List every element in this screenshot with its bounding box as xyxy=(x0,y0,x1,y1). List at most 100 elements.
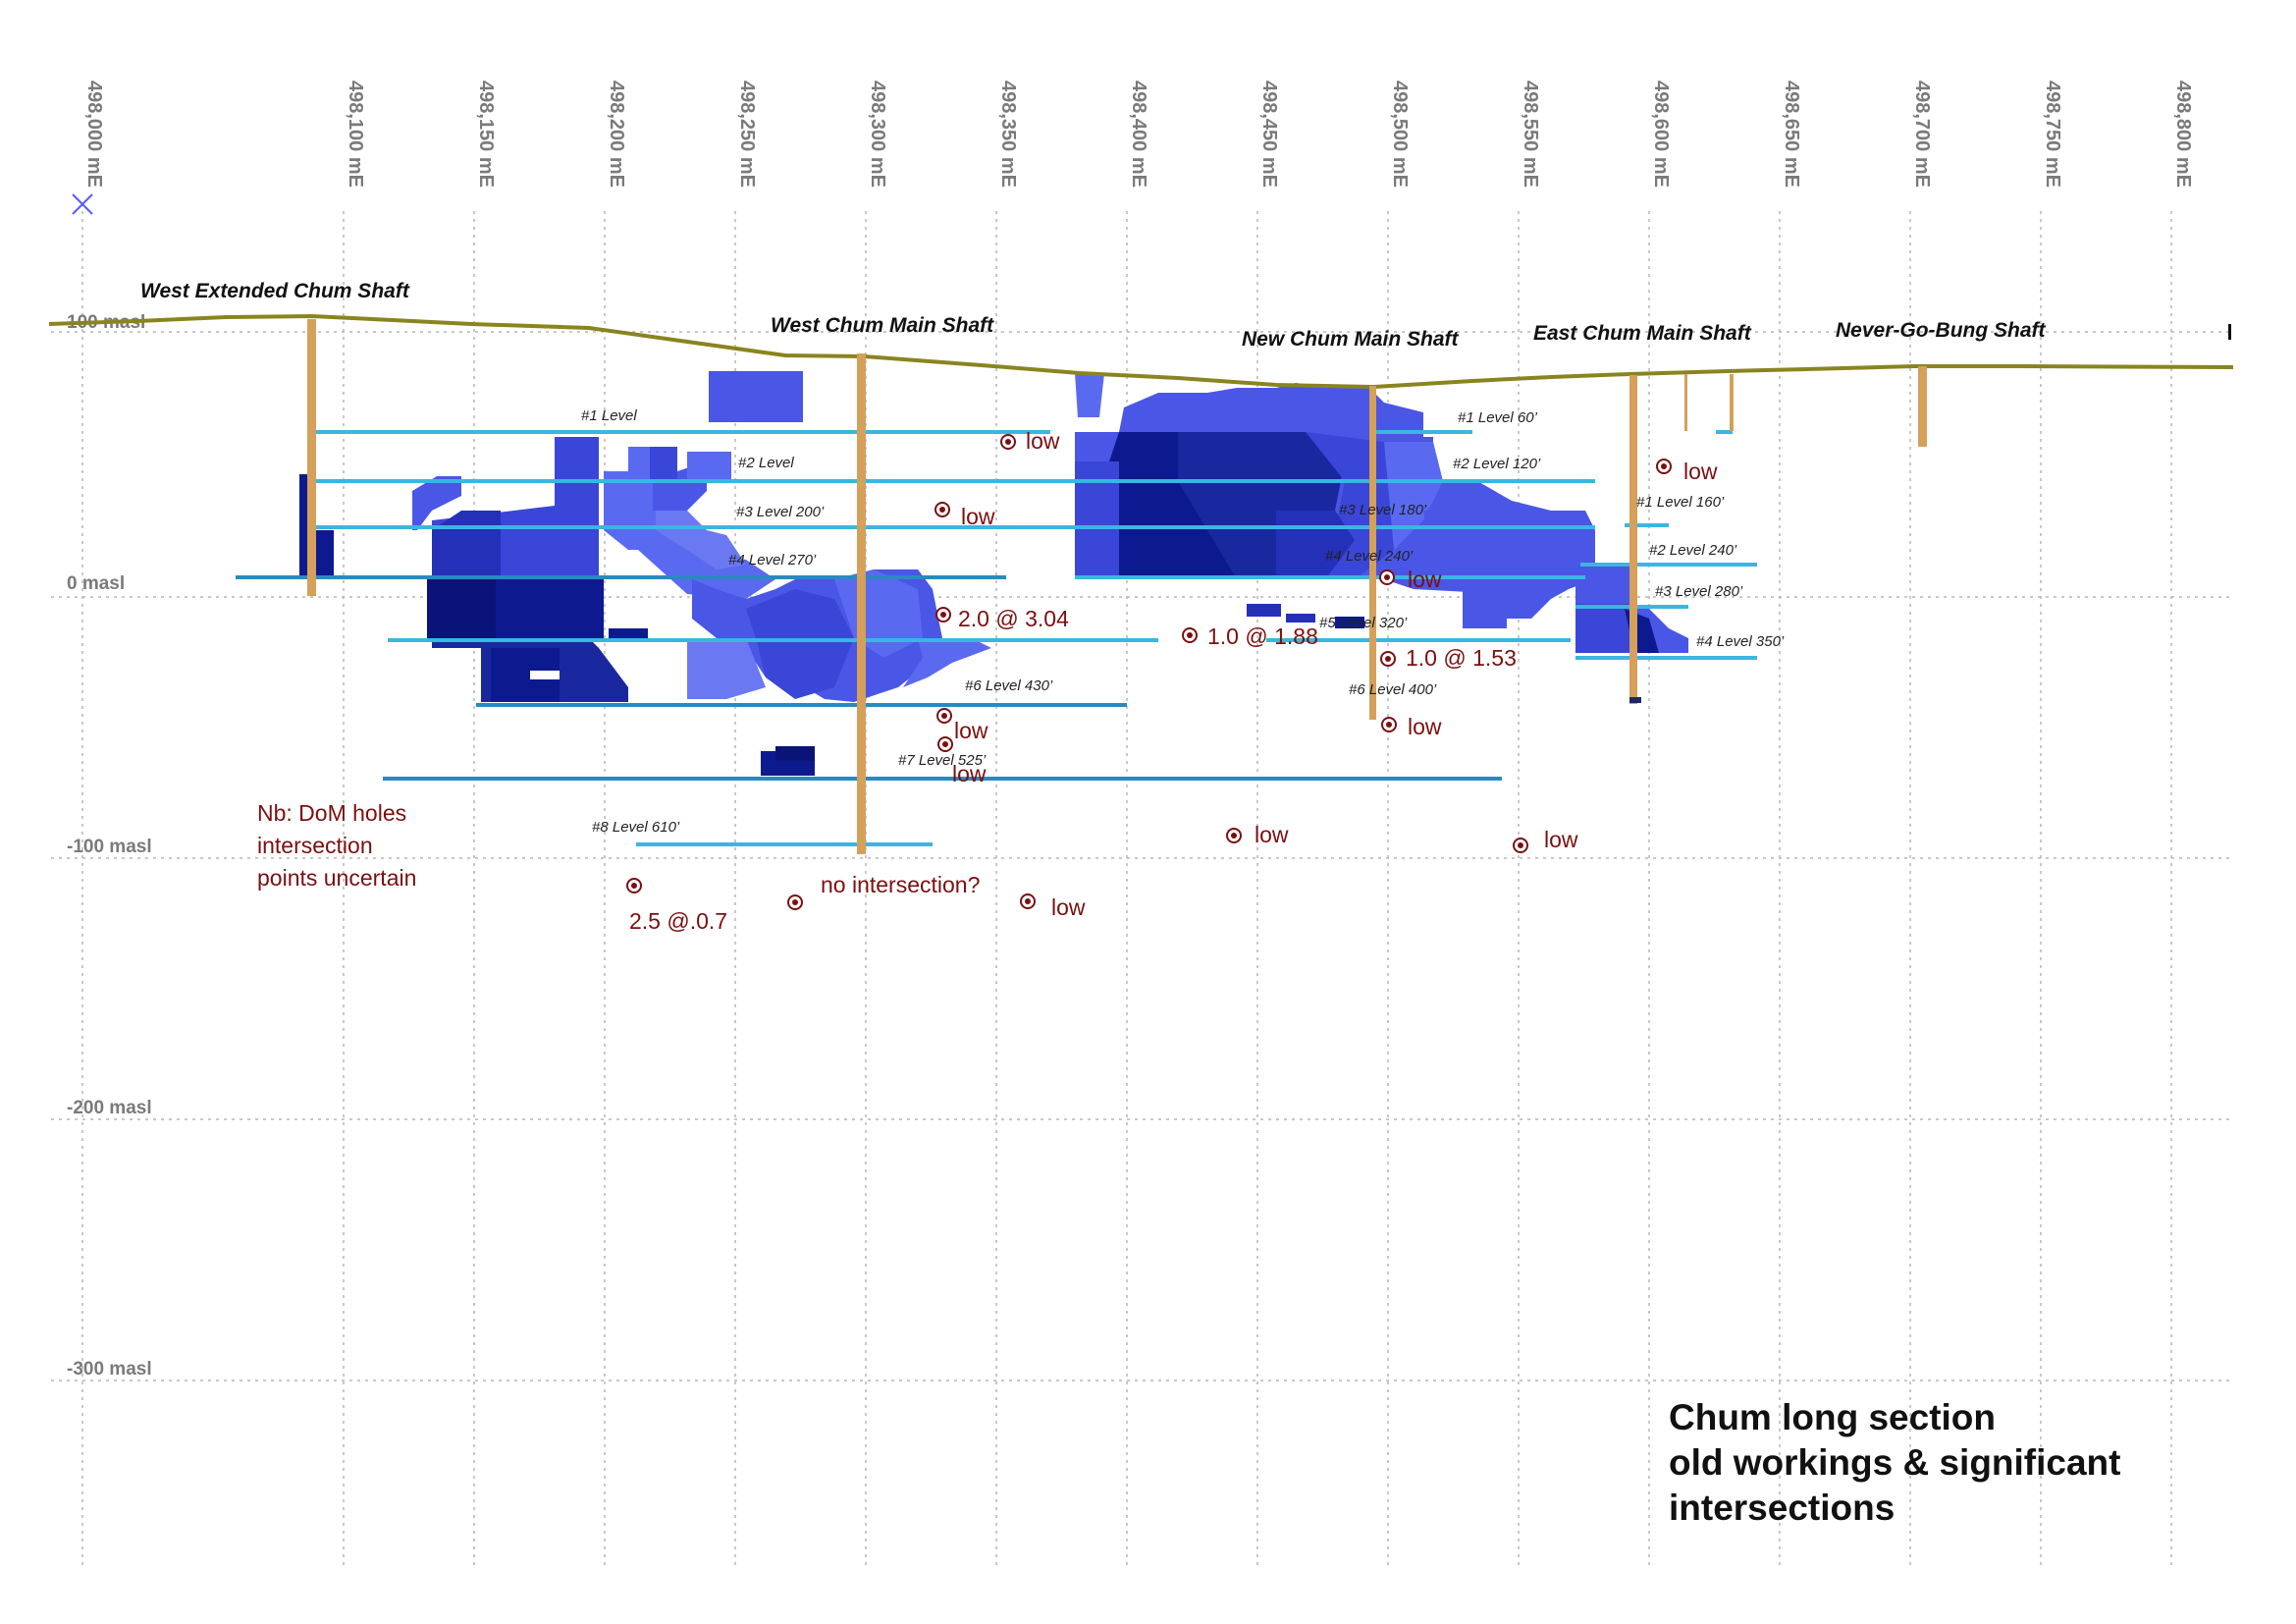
shaft-labels: West Extended Chum Shaft West Chum Main … xyxy=(140,280,2047,351)
drillhole-marker-icon xyxy=(787,894,803,910)
stope xyxy=(1286,614,1315,623)
easting-label: 498,150 mE xyxy=(475,81,497,188)
stope xyxy=(432,511,501,589)
stope xyxy=(491,648,560,702)
drillhole-marker-icon xyxy=(1656,459,1672,474)
elevation-labels: 100 masl 0 masl -100 masl -200 masl -300… xyxy=(67,312,152,1380)
intersection-label: 2.5 @.0.7 xyxy=(629,908,727,934)
drillhole-marker-icon xyxy=(1226,828,1242,843)
shaft-label: West Extended Chum Shaft xyxy=(140,280,410,302)
intersection-label: low xyxy=(952,761,987,786)
intersection-label: low xyxy=(1026,428,1060,454)
shaft-label: West Chum Main Shaft xyxy=(771,314,994,337)
level-label: #4 Level 350’ xyxy=(1696,633,1785,650)
surface-profile xyxy=(48,313,2234,390)
stope xyxy=(650,447,677,481)
elevation-label: 0 masl xyxy=(67,573,125,594)
drillhole-marker-icon xyxy=(1381,717,1397,732)
stope xyxy=(1335,617,1364,628)
drillhole-marker-icon xyxy=(1513,838,1528,853)
level-label: #8 Level 610’ xyxy=(592,819,680,836)
level-label: #4 Level 270’ xyxy=(728,552,817,568)
drillhole-marker-icon xyxy=(1380,651,1396,667)
uncertainty-note: Nb: DoM holes intersection points uncert… xyxy=(257,800,416,891)
intersection-label: low xyxy=(1544,827,1578,852)
stope xyxy=(709,371,803,422)
stope xyxy=(530,671,560,679)
level-label: #6 Level 400’ xyxy=(1349,681,1437,698)
level-label: #1 Level 60’ xyxy=(1458,409,1538,426)
intersection-labels: low low 2.0 @ 3.04 low low 1.0 @ 1.88 lo… xyxy=(629,428,1718,934)
intersection-label: low xyxy=(1408,567,1442,592)
easting-label: 498,350 mE xyxy=(997,81,1019,188)
easting-label: 498,600 mE xyxy=(1650,81,1672,188)
stope xyxy=(1247,604,1281,617)
stope xyxy=(903,638,991,687)
easting-label: 498,650 mE xyxy=(1781,81,1802,188)
cropped-label-mark xyxy=(2228,324,2231,340)
stope xyxy=(1463,589,1507,628)
drillhole-marker-icon xyxy=(1000,434,1016,450)
drillhole-marker-icon xyxy=(1020,893,1036,909)
shafts xyxy=(307,319,1927,854)
drillhole-marker-icon xyxy=(934,502,950,517)
easting-labels: 498,000 mE 498,100 mE 498,150 mE 498,200… xyxy=(83,81,2194,188)
level-label: #1 Level xyxy=(581,407,637,424)
level-label: #4 Level 240’ xyxy=(1325,548,1414,565)
easting-label: 498,550 mE xyxy=(1520,81,1541,188)
level-label: #5 Level 320’ xyxy=(1319,615,1408,631)
level-label: #2 Level 120’ xyxy=(1453,456,1541,472)
elevation-label: -100 masl xyxy=(67,837,152,857)
easting-label: 498,300 mE xyxy=(867,81,888,188)
note-line: points uncertain xyxy=(257,865,416,891)
easting-label: 498,250 mE xyxy=(736,81,758,188)
easting-label: 498,800 mE xyxy=(2172,81,2194,188)
level-label: #3 Level 180’ xyxy=(1339,502,1427,518)
intersection-label: no intersection? xyxy=(821,872,980,897)
level-label: #7 Level 525’ xyxy=(898,752,987,769)
level-label: #3 Level 280’ xyxy=(1655,583,1743,600)
drillhole-marker-icon xyxy=(1182,627,1198,643)
stope xyxy=(427,579,496,638)
intersection-markers xyxy=(626,434,1672,910)
shaft-collar xyxy=(1629,697,1641,703)
intersection-label: 1.0 @ 1.53 xyxy=(1406,645,1517,671)
intersection-label: low xyxy=(961,504,995,529)
shaft-label: New Chum Main Shaft xyxy=(1242,328,1460,351)
note-line: Nb: DoM holes xyxy=(257,800,406,826)
intersection-label: low xyxy=(1408,714,1442,739)
level-label: #2 Level 240’ xyxy=(1649,542,1737,559)
stope xyxy=(1423,501,1551,589)
drillhole-marker-icon xyxy=(937,736,953,752)
easting-label: 498,450 mE xyxy=(1258,81,1280,188)
drillhole-marker-icon xyxy=(626,878,642,893)
section-title: Chum long section old workings & signifi… xyxy=(1669,1397,2120,1528)
level-label: #1 Level 160’ xyxy=(1636,494,1725,511)
stope xyxy=(775,746,815,761)
level-lines xyxy=(236,430,1757,846)
level-label: #6 Level 430’ xyxy=(965,677,1053,694)
elevation-label: -200 masl xyxy=(67,1098,152,1118)
intersection-label: low xyxy=(954,718,988,743)
easting-label: 498,400 mE xyxy=(1128,81,1149,188)
level-label: #3 Level 200’ xyxy=(736,504,825,520)
title-line: old workings & significant xyxy=(1669,1442,2120,1483)
note-line: intersection xyxy=(257,833,373,858)
elevation-grid xyxy=(51,331,2233,1381)
intersection-label: 1.0 @ 1.88 xyxy=(1207,623,1318,649)
shaft-label: East Chum Main Shaft xyxy=(1533,322,1752,345)
easting-label: 498,000 mE xyxy=(83,81,105,188)
elevation-label: -300 masl xyxy=(67,1359,152,1380)
old-workings xyxy=(299,371,1688,776)
stope xyxy=(609,628,648,638)
stope xyxy=(1075,461,1119,579)
drillhole-marker-icon xyxy=(936,708,952,724)
stope xyxy=(746,589,854,699)
stope xyxy=(1075,373,1104,417)
easting-label: 498,500 mE xyxy=(1389,81,1411,188)
stope xyxy=(834,569,923,658)
intersection-label: low xyxy=(1051,894,1086,920)
shaft-label: Never-Go-Bung Shaft xyxy=(1836,319,2047,342)
intersection-label: low xyxy=(1255,822,1289,847)
